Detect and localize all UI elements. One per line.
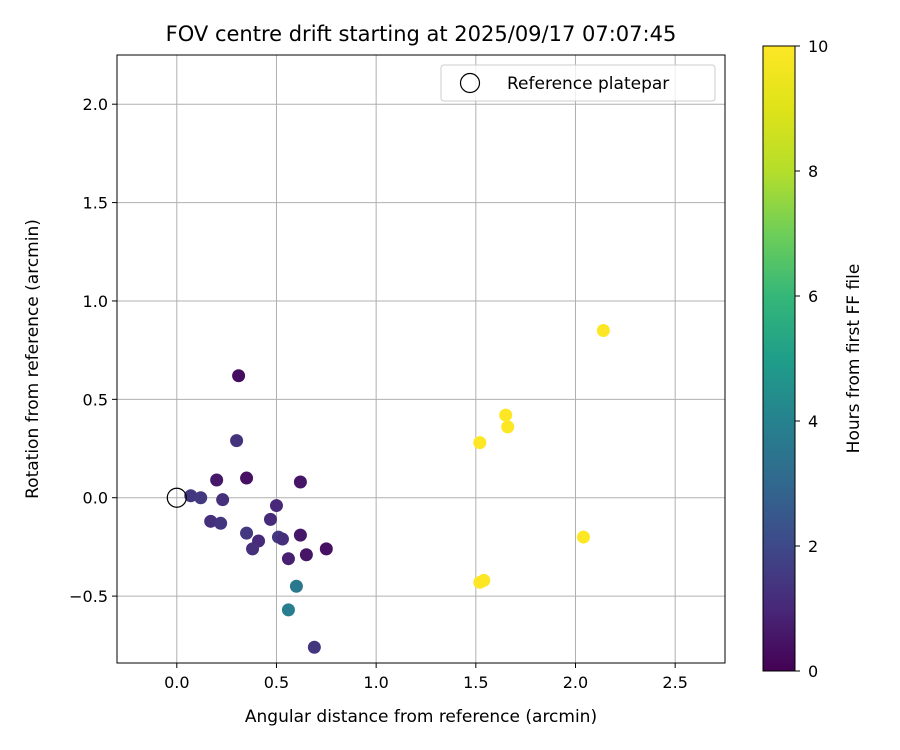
data-point	[319, 542, 333, 556]
y-tick-label: 0.5	[83, 390, 108, 409]
colorbar-ticks: 0 2 4 6 8 10	[795, 37, 828, 681]
data-point	[596, 323, 610, 337]
data-point	[307, 640, 321, 654]
y-axis-label: Rotation from reference (arcmin)	[23, 219, 43, 499]
data-point	[240, 471, 254, 485]
x-tick-label: 1.0	[363, 673, 388, 692]
x-tick-label: 0.5	[264, 673, 289, 692]
data-point	[216, 493, 230, 507]
data-point	[281, 552, 295, 566]
data-point	[275, 532, 289, 546]
data-point	[240, 526, 254, 540]
data-point	[269, 499, 283, 513]
data-point	[293, 528, 307, 542]
x-axis-label: Angular distance from reference (arcmin)	[245, 707, 597, 727]
data-point	[576, 530, 590, 544]
data-point	[184, 489, 198, 503]
data-point	[293, 475, 307, 489]
grid-lines	[117, 55, 725, 663]
chart-title: FOV centre drift starting at 2025/09/17 …	[166, 22, 677, 46]
data-point	[214, 516, 228, 530]
colorbar-tick-label: 8	[808, 162, 818, 181]
data-points	[184, 323, 610, 654]
colorbar-tick-label: 4	[808, 412, 818, 431]
data-point	[501, 420, 515, 434]
data-point	[263, 512, 277, 526]
colorbar-tick-label: 0	[808, 662, 818, 681]
legend-entry-reference-platepar: Reference platepar	[507, 74, 669, 94]
y-tick-label: −0.5	[69, 587, 108, 606]
data-point	[246, 542, 260, 556]
data-point	[281, 603, 295, 617]
legend: Reference platepar	[440, 64, 716, 102]
colorbar-tick-label: 10	[808, 37, 828, 56]
x-tick-label: 1.5	[463, 673, 488, 692]
data-point	[204, 514, 218, 528]
colorbar-gradient	[762, 45, 796, 672]
y-tick-label: 2.0	[83, 95, 108, 114]
data-point	[289, 579, 303, 593]
colorbar-label: Hours from first FF file	[844, 264, 864, 454]
x-tick-label: 2.0	[563, 673, 588, 692]
reference-layer	[166, 487, 187, 508]
data-point	[210, 473, 224, 487]
colorbar: 0 2 4 6 8 10 Hours from first FF file	[762, 37, 864, 681]
data-point	[232, 369, 246, 383]
colorbar-tick-label: 2	[808, 537, 818, 556]
y-tick-label: 0.0	[83, 489, 108, 508]
y-tick-label: 1.5	[83, 194, 108, 213]
axes: 0.0 0.5 1.0 1.5 2.0 2.5 −0.5 0.0 0.5 1.0 1.5 2.0	[69, 95, 688, 692]
data-point	[194, 491, 208, 505]
data-point	[499, 408, 513, 422]
plot-frame	[116, 54, 726, 664]
legend-marker-reference	[459, 72, 481, 94]
legend-box	[440, 64, 716, 102]
data-point	[299, 548, 313, 562]
x-tick-label: 0.0	[164, 673, 189, 692]
y-tick-label: 1.0	[83, 292, 108, 311]
colorbar-tick-label: 6	[808, 287, 818, 306]
data-point	[230, 434, 244, 448]
reference-platepar-marker	[166, 487, 187, 508]
data-point	[473, 436, 487, 450]
x-tick-label: 2.5	[662, 673, 687, 692]
data-point	[477, 573, 491, 587]
